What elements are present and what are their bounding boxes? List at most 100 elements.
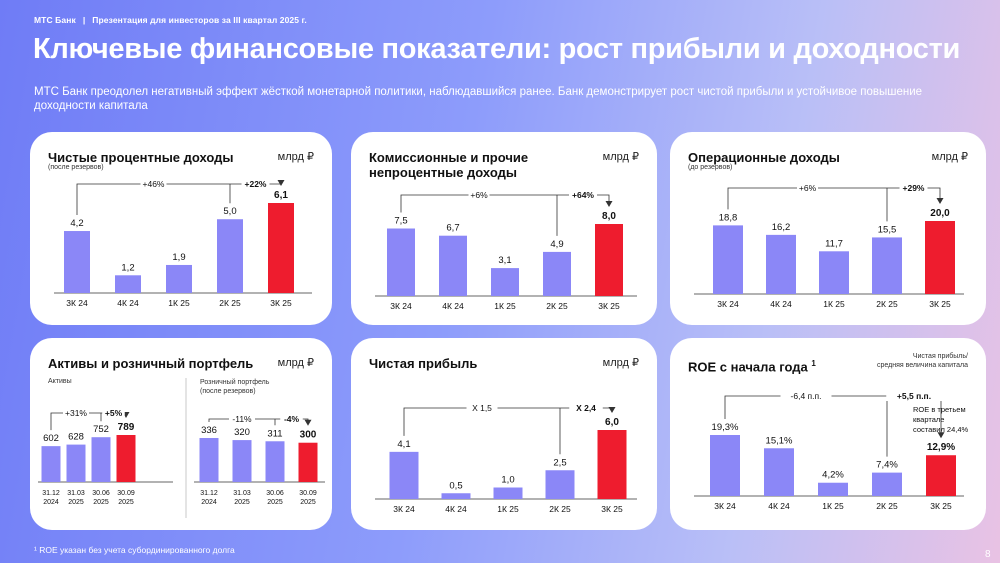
page-number: 8 <box>985 549 991 560</box>
card-subtitle: (до резервов) <box>688 164 733 171</box>
value-label: 8,0 <box>602 211 616 222</box>
category-label: 30.06 <box>266 490 284 497</box>
page-title: Ключевые финансовые показатели: рост при… <box>33 33 961 65</box>
value-label: 15,1% <box>766 435 793 446</box>
chart-net-interest-income: 4,2 3К 24 1,2 4К 24 1,9 1К 25 5,0 2К 25 6,1 3К 25… <box>54 178 312 308</box>
retail-label: Розничный портфель (после резервов) <box>200 378 269 396</box>
bar <box>818 482 848 496</box>
chart-assets-retail: 602 31.12 2024 628 31.03 2025 752 30.06 2025 789 3… <box>38 378 325 518</box>
bar <box>387 228 415 296</box>
bar <box>265 441 285 482</box>
value-label: 4,1 <box>397 439 410 450</box>
bar <box>217 219 243 293</box>
category-label: 2К 25 <box>876 501 898 511</box>
growth-label-short: +22% <box>245 179 267 189</box>
retail-label-line2: (после резервов) <box>200 388 256 395</box>
bar <box>543 251 571 296</box>
bar <box>232 440 252 482</box>
label-backing <box>466 402 498 413</box>
bar <box>298 442 318 482</box>
card-title-line1: Комиссионные и прочие <box>369 150 529 165</box>
bracket-long <box>76 183 281 216</box>
label-backing <box>280 413 303 424</box>
unit-label: млрд ₽ <box>277 151 314 163</box>
bracket-arrow <box>937 432 945 439</box>
category-label: 4К 24 <box>445 504 467 514</box>
growth-label-long: X 1,5 <box>472 403 492 413</box>
bar <box>597 430 627 499</box>
roe-note-line1: ROE в третьем <box>913 405 966 414</box>
bar <box>439 235 467 296</box>
bracket-arrow <box>605 201 613 207</box>
value-label: 1,9 <box>172 252 185 263</box>
bracket-arrow <box>304 419 312 426</box>
value-label: 20,0 <box>930 208 950 219</box>
bar <box>872 237 902 294</box>
category-label: 2К 25 <box>549 504 571 514</box>
category-label: 1К 25 <box>822 501 844 511</box>
value-label: 1,0 <box>501 475 514 486</box>
bar <box>493 487 523 499</box>
header-separator: | <box>82 15 86 25</box>
category-label: 4К 24 <box>442 301 464 311</box>
category-label: 2025 <box>118 499 134 506</box>
label-backing <box>468 189 490 200</box>
value-label: 311 <box>267 428 282 439</box>
category-label: 4К 24 <box>117 298 139 308</box>
bar <box>389 451 419 499</box>
card-assets-retail: Активы и розничный портфель млрд ₽ Актив… <box>30 338 332 530</box>
category-label: 4К 24 <box>768 501 790 511</box>
bar <box>595 224 623 296</box>
value-label: 16,2 <box>772 222 791 233</box>
value-label: 2,5 <box>553 457 566 468</box>
brand-name: МТС Банк <box>34 15 76 25</box>
bar <box>115 275 141 293</box>
bar <box>491 268 519 296</box>
header-context: Презентация для инвесторов за III кварта… <box>92 15 307 25</box>
retail-label-line1: Розничный портфель <box>200 379 270 386</box>
bar <box>441 493 471 499</box>
bar <box>710 435 740 496</box>
bracket-long <box>724 395 942 437</box>
roe-formula-line2: средняя величина капитала <box>877 362 968 369</box>
growth-label-short: X 2,4 <box>576 403 596 413</box>
category-label: 1К 25 <box>497 504 519 514</box>
bar <box>713 225 743 294</box>
chart-roe: 19,3% 3К 24 15,1% 4К 24 4,2% 1К 25 7,4% 2К 25 12… <box>694 390 964 511</box>
category-label: 1К 25 <box>823 299 845 309</box>
category-label: 30.06 <box>92 490 110 497</box>
card-subtitle: (после резервов) <box>48 164 104 171</box>
category-label: 2К 25 <box>876 299 898 309</box>
label-backing <box>780 390 832 401</box>
chart-fee-income: 7,5 3К 24 6,7 4К 24 3,1 1К 25 4,9 2К 25 8,0 3К 25… <box>375 189 637 311</box>
growth-label-long: -6,4 п.п. <box>791 391 822 401</box>
value-label: 4,2% <box>822 470 844 481</box>
card-title: Чистая прибыль <box>369 356 478 371</box>
category-label: 30.09 <box>299 490 317 497</box>
value-label: 6,1 <box>274 190 288 201</box>
category-label: 3К 24 <box>390 301 412 311</box>
category-label: 3К 24 <box>393 504 415 514</box>
bar <box>199 438 219 482</box>
bar <box>166 264 192 293</box>
chart-net-profit: 4,1 3К 24 0,5 4К 24 1,0 1К 25 2,5 2К 25 6,0 3К 25… <box>375 402 637 514</box>
value-label: 4,9 <box>550 239 563 250</box>
category-label: 3К 25 <box>601 504 623 514</box>
growth-label-short: +64% <box>572 190 594 200</box>
bar <box>116 435 136 482</box>
value-label: 628 <box>68 432 84 443</box>
value-label: 18,8 <box>719 212 738 223</box>
card-title: ROE с начала года 1 <box>688 356 816 374</box>
roe-note-line2: квартале <box>913 415 945 424</box>
category-label: 31.12 <box>42 490 60 497</box>
category-label: 3К 25 <box>598 301 620 311</box>
growth-label-long: +6% <box>799 183 817 193</box>
value-label: 336 <box>201 425 217 436</box>
category-label: 31.12 <box>200 490 218 497</box>
label-backing <box>140 178 167 189</box>
roe-note-line3: составил 24,4% <box>913 425 969 434</box>
bar <box>91 437 111 482</box>
card-net-interest-income: Чистые процентные доходы (после резервов… <box>30 132 332 325</box>
label-backing <box>886 390 942 401</box>
card-title-text: ROE с начала года <box>688 359 808 375</box>
